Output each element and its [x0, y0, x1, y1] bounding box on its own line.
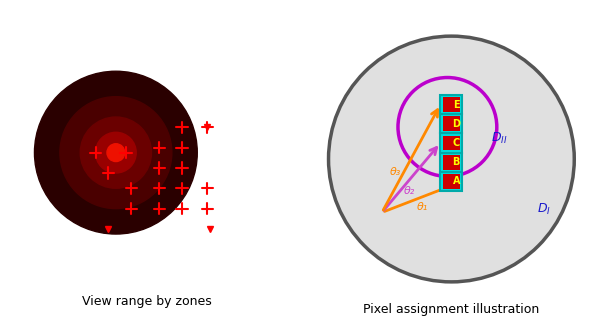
Circle shape	[107, 144, 125, 162]
Bar	[440, 153, 462, 172]
Circle shape	[96, 132, 136, 173]
Circle shape	[81, 117, 151, 188]
Text: E: E	[453, 100, 459, 109]
Text: B: B	[453, 157, 460, 167]
Bar	[443, 135, 460, 150]
Bar	[440, 172, 462, 191]
Bar	[440, 114, 462, 133]
Text: View range by zones: View range by zones	[82, 295, 211, 308]
Text: C: C	[453, 138, 460, 148]
Text: A: A	[453, 176, 460, 186]
Bar	[443, 174, 460, 189]
Bar	[443, 116, 460, 131]
Bar	[440, 133, 462, 153]
Circle shape	[34, 71, 197, 234]
Circle shape	[329, 36, 574, 282]
Text: θ₁: θ₁	[417, 202, 428, 212]
Text: θ₂: θ₂	[403, 186, 415, 196]
Bar	[443, 97, 460, 112]
Bar	[443, 155, 460, 169]
Text: $D_{I}$: $D_{I}$	[537, 201, 551, 217]
Text: D: D	[452, 119, 460, 129]
Circle shape	[60, 97, 172, 209]
Text: $D_{II}$: $D_{II}$	[492, 131, 508, 146]
Text: Pixel assignment illustration: Pixel assignment illustration	[364, 303, 539, 316]
Bar	[440, 95, 462, 114]
Text: θ₃: θ₃	[390, 167, 401, 177]
